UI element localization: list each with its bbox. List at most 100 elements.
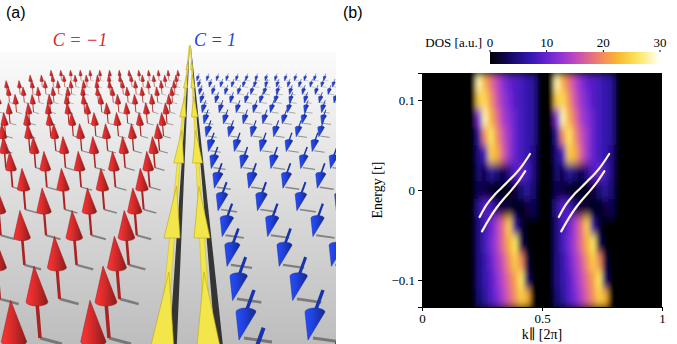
dos-cell bbox=[452, 253, 459, 272]
arrow-shadow bbox=[316, 235, 334, 238]
arrow-cone-blue bbox=[205, 126, 212, 136]
arrow-shadow bbox=[300, 86, 305, 88]
arrow-shadow bbox=[323, 123, 331, 124]
dos-cell bbox=[596, 145, 603, 164]
dos-cell bbox=[476, 73, 483, 92]
arrow-shaft bbox=[87, 113, 89, 123]
arrow-shaft bbox=[142, 95, 144, 103]
dos-cell bbox=[470, 145, 477, 164]
dos-cell bbox=[500, 289, 507, 307]
dos-cell bbox=[578, 127, 585, 146]
arrow-shadow bbox=[244, 86, 249, 88]
arrow-shadow bbox=[221, 86, 226, 88]
dos-cell bbox=[554, 145, 561, 164]
arrow-shaft bbox=[57, 268, 60, 299]
dos-cell bbox=[506, 73, 513, 92]
dos-cell bbox=[494, 271, 501, 290]
dos-cell bbox=[476, 217, 483, 236]
arrow-shaft bbox=[122, 87, 124, 94]
figure: (a)C = −1C = 1(b)00.51−0.100.1k∥ [2π]Ene… bbox=[0, 0, 677, 344]
dos-cell bbox=[626, 253, 633, 272]
dos-cell bbox=[620, 217, 627, 236]
arrow-cone-blue bbox=[282, 115, 288, 124]
arrow-cone-red bbox=[0, 236, 7, 271]
dos-cell bbox=[644, 109, 651, 128]
colorbar-tick bbox=[603, 50, 604, 52]
dos-cell bbox=[572, 127, 579, 146]
arrow-shadow bbox=[291, 102, 297, 104]
dos-cell bbox=[578, 253, 585, 272]
dos-cell bbox=[656, 181, 662, 200]
dos-cell bbox=[584, 91, 591, 110]
dos-cell bbox=[536, 253, 543, 272]
arrow-cone-red bbox=[74, 151, 85, 171]
arrow-shaft bbox=[8, 95, 10, 103]
dos-cell bbox=[650, 199, 657, 218]
wall-arrow-head bbox=[192, 96, 198, 116]
dos-cell bbox=[428, 289, 435, 307]
dos-cell bbox=[452, 235, 459, 254]
arrow-cone-red bbox=[89, 70, 92, 76]
arrow-shadow bbox=[95, 168, 105, 171]
dos-cell bbox=[644, 289, 651, 307]
arrow-shadow bbox=[82, 151, 90, 153]
arrow-cone-red bbox=[85, 75, 89, 82]
arrow-shaft bbox=[80, 169, 81, 187]
arrow-shaft bbox=[53, 95, 55, 103]
dos-cell bbox=[638, 217, 645, 236]
arrow-shadow bbox=[314, 151, 325, 153]
arrow-shadow bbox=[320, 187, 334, 189]
dos-cell bbox=[452, 181, 459, 200]
arrow-shadow bbox=[311, 86, 316, 88]
dos-cell bbox=[560, 127, 567, 146]
dos-cell bbox=[524, 271, 531, 290]
dos-cell bbox=[452, 271, 459, 290]
edge-state bbox=[480, 154, 530, 217]
dos-cell bbox=[494, 73, 501, 92]
dos-cell bbox=[446, 199, 453, 218]
dos-cell bbox=[638, 253, 645, 272]
dos-cell bbox=[476, 235, 483, 254]
arrow-shadow bbox=[313, 338, 336, 342]
dos-cell bbox=[428, 163, 435, 182]
arrow-shaft bbox=[126, 113, 128, 123]
arrow-shaft bbox=[161, 87, 163, 94]
arrow-shadow bbox=[290, 94, 295, 96]
arrow-cone-red bbox=[95, 266, 117, 306]
dos-cell bbox=[602, 73, 609, 92]
dos-cell bbox=[596, 73, 603, 92]
arrow-shaft bbox=[45, 169, 46, 187]
dos-cell bbox=[560, 271, 567, 290]
arrow-shadow bbox=[170, 112, 175, 113]
tick-label: −0.1 bbox=[391, 273, 415, 288]
wall-arrow-shaft bbox=[154, 46, 189, 344]
arrow-shaft bbox=[254, 328, 263, 344]
dos-cell bbox=[476, 271, 483, 290]
arrow-cone-red bbox=[57, 168, 70, 191]
arrow-shaft bbox=[101, 103, 103, 112]
arrow-cone-red bbox=[40, 75, 44, 82]
y-axis: −0.100.1 bbox=[391, 74, 422, 308]
dos-cell bbox=[620, 289, 627, 307]
dos-cell bbox=[518, 109, 525, 128]
dos-cell bbox=[440, 73, 447, 92]
dos-cell bbox=[548, 127, 555, 146]
arrow-shadow bbox=[108, 123, 114, 125]
dos-cell bbox=[434, 253, 441, 272]
arrow-cone-blue bbox=[262, 115, 268, 124]
dos-cell bbox=[512, 217, 519, 236]
dos-cell bbox=[614, 289, 621, 307]
arrow-shadow bbox=[166, 86, 170, 88]
dos-cell bbox=[446, 127, 453, 146]
dos-cell bbox=[548, 163, 555, 182]
dos-cell bbox=[440, 271, 447, 290]
dos-cell bbox=[638, 73, 645, 92]
dos-cell bbox=[608, 181, 615, 200]
arrow-shaft bbox=[5, 152, 6, 168]
dos-cell bbox=[476, 145, 483, 164]
dos-cell bbox=[500, 163, 507, 182]
dos-cell bbox=[590, 145, 597, 164]
arrow-shadow bbox=[25, 210, 38, 213]
arrow-shaft bbox=[139, 124, 141, 136]
arrow-cone-blue bbox=[281, 172, 291, 188]
